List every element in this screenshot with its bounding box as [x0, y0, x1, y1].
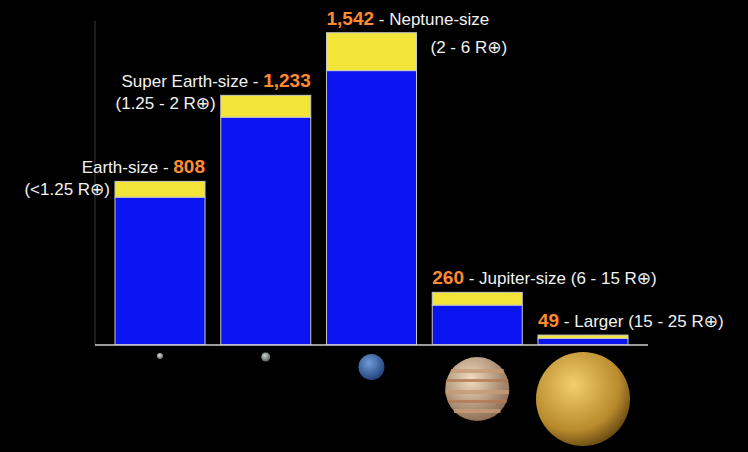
size-range: (1.25 - 2 R⊕) — [116, 94, 216, 113]
planet-icon — [536, 352, 630, 446]
planet-icon — [157, 353, 163, 359]
chart: Earth-size - 808 (<1.25 R⊕) Super Earth-si… — [0, 0, 748, 452]
bar-segment — [432, 305, 522, 345]
separator: - — [374, 10, 389, 29]
bar-segment — [115, 197, 205, 345]
bar-segment — [327, 71, 417, 345]
planet-band — [445, 390, 509, 394]
planet-band — [446, 379, 508, 382]
category-label: Larger — [574, 312, 623, 331]
planet-icon — [261, 353, 270, 362]
separator: - — [158, 158, 173, 177]
background — [0, 0, 748, 452]
bar-label: 1,542 - Neptune-size — [327, 8, 490, 29]
size-range: (2 - 6 R⊕) — [431, 38, 508, 57]
planet-bands — [445, 369, 509, 413]
category-label: Earth-size — [82, 158, 159, 177]
category-label: Jupiter-size — [479, 269, 566, 288]
planet-band — [451, 369, 504, 373]
bar-label: 260 - Jupiter-size (6 - 15 R⊕) — [432, 267, 657, 288]
bar-label: 49 - Larger (15 - 25 R⊕) — [538, 310, 724, 331]
category-label: Super Earth-size — [121, 72, 248, 91]
planet-icon — [359, 354, 385, 380]
size-range: (6 - 15 R⊕) — [571, 269, 657, 288]
planet-icon — [445, 357, 509, 421]
total-label: 49 — [538, 310, 559, 331]
bar-segment — [327, 33, 417, 71]
total-label: 1,233 — [263, 70, 311, 91]
planet-band — [448, 400, 506, 403]
bar-segment — [221, 95, 311, 117]
bar-label: Super Earth-size - 1,233 — [121, 70, 310, 91]
category-label: Neptune-size — [389, 10, 489, 29]
size-range: (<1.25 R⊕) — [24, 180, 110, 199]
separator: - — [248, 72, 263, 91]
separator: - — [464, 269, 479, 288]
bar-segment — [115, 181, 205, 197]
bar-segment — [538, 338, 628, 345]
bar-label: Earth-size - 808 — [82, 156, 205, 177]
labels: Earth-size - 808 (<1.25 R⊕) Super Earth-si… — [24, 8, 723, 331]
size-range: (15 - 25 R⊕) — [628, 312, 724, 331]
total-label: 1,542 — [327, 8, 375, 29]
bar-segment — [221, 117, 311, 345]
total-label: 260 — [432, 267, 464, 288]
bars — [115, 33, 628, 345]
bar-segment — [432, 292, 522, 305]
x-axis — [95, 344, 648, 346]
bar-segment — [538, 335, 628, 338]
total-label: 808 — [173, 156, 205, 177]
planet-band — [454, 409, 500, 413]
separator: - — [559, 312, 574, 331]
